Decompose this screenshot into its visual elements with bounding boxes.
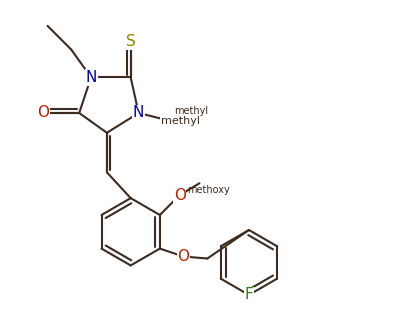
Text: F: F xyxy=(245,287,253,302)
Text: methyl: methyl xyxy=(161,116,200,126)
Text: O: O xyxy=(177,249,190,264)
Text: methyl: methyl xyxy=(174,106,208,116)
Text: S: S xyxy=(126,34,135,49)
Text: methoxy: methoxy xyxy=(187,185,230,195)
Text: O: O xyxy=(38,106,50,120)
Text: N: N xyxy=(86,70,97,85)
Text: O: O xyxy=(173,188,186,203)
Text: N: N xyxy=(133,106,144,120)
